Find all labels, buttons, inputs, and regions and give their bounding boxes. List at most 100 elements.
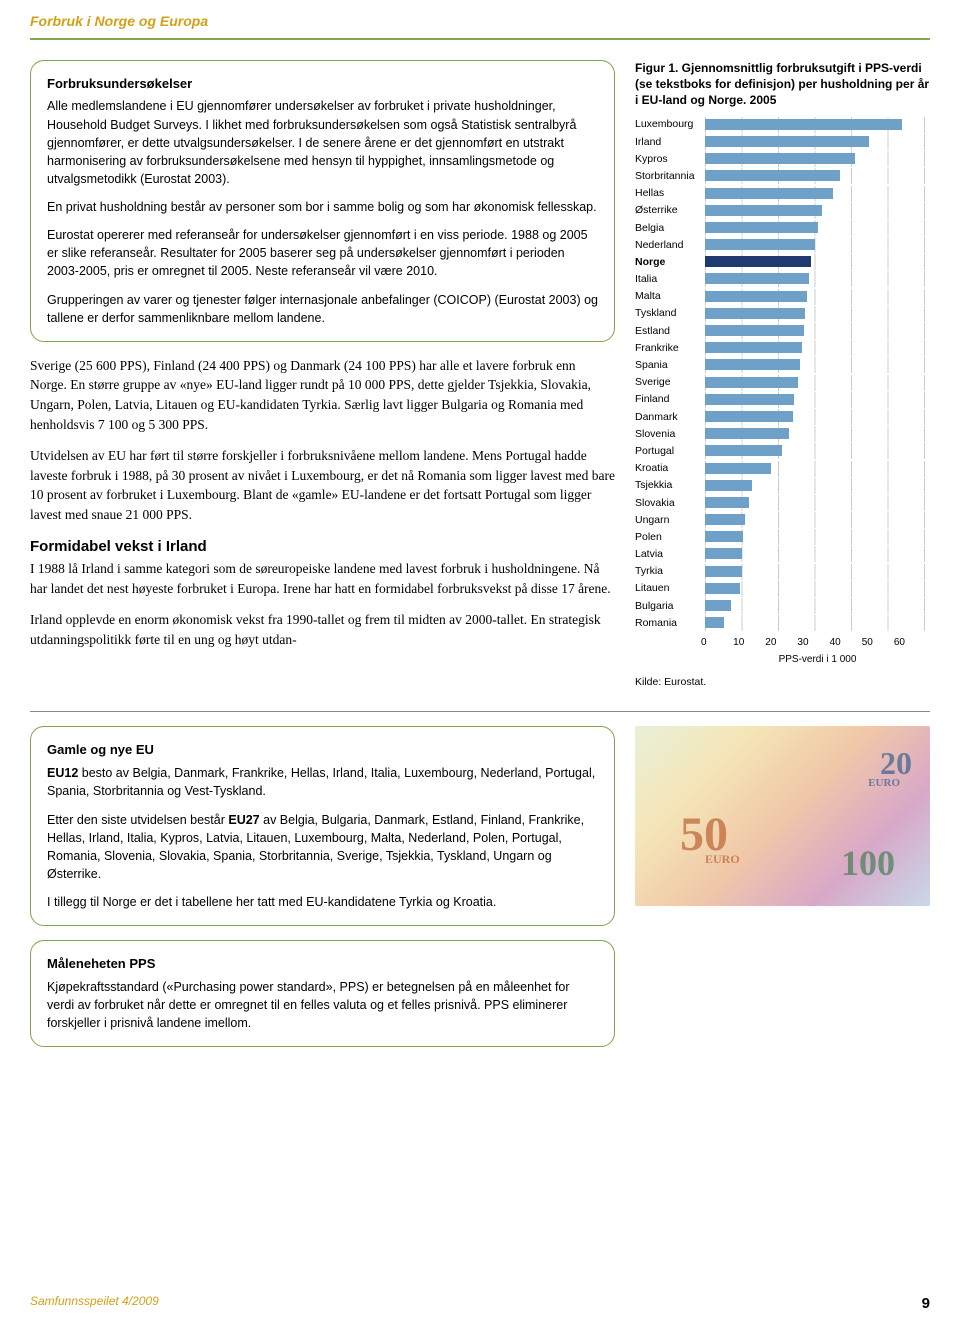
bar-label: Italia [635, 272, 705, 287]
bar-fill [705, 291, 807, 302]
bar-row: Slovenia [635, 426, 930, 443]
bar-row: Estland [635, 322, 930, 339]
x-tick: 20 [765, 636, 797, 650]
bar-label: Bulgaria [635, 599, 705, 614]
bar-label: Slovakia [635, 496, 705, 511]
bar-track [705, 271, 930, 287]
bar-track [705, 254, 930, 270]
bar-track [705, 478, 930, 494]
body-p2: Utvidelsen av EU har ført til større for… [30, 446, 615, 524]
bar-label: Østerrike [635, 203, 705, 218]
bar-fill [705, 342, 802, 353]
bar-fill [705, 411, 793, 422]
info-box-forbruksundersokelser: Forbruksundersøkelser Alle medlemslanden… [30, 60, 615, 342]
bar-label: Spania [635, 358, 705, 373]
bar-row: Ungarn [635, 511, 930, 528]
bar-label: Latvia [635, 547, 705, 562]
bar-row: Hellas [635, 185, 930, 202]
x-tick: 60 [894, 636, 926, 650]
body-p3: I 1988 lå Irland i samme kategori som de… [30, 559, 615, 598]
bar-fill [705, 394, 794, 405]
bar-row: Polen [635, 529, 930, 546]
bar-label: Finland [635, 392, 705, 407]
bar-label: Ungarn [635, 513, 705, 528]
bar-track [705, 340, 930, 356]
bar-fill [705, 566, 742, 577]
x-tick: 10 [733, 636, 765, 650]
info-box3-title: Måleneheten PPS [47, 955, 598, 974]
bar-track [705, 289, 930, 305]
x-tick: 50 [862, 636, 894, 650]
bar-fill [705, 497, 749, 508]
bar-fill [705, 600, 731, 611]
bar-fill [705, 548, 742, 559]
bar-row: Tyrkia [635, 563, 930, 580]
bar-track [705, 168, 930, 184]
bar-label: Tsjekkia [635, 478, 705, 493]
bar-fill [705, 377, 798, 388]
bar-fill [705, 463, 771, 474]
bar-track [705, 546, 930, 562]
bar-row: Spania [635, 357, 930, 374]
bar-fill [705, 170, 840, 181]
bar-row: Frankrike [635, 340, 930, 357]
bar-fill [705, 514, 745, 525]
info-box2-title: Gamle og nye EU [47, 741, 598, 760]
figure-source: Kilde: Eurostat. [635, 675, 930, 690]
info-box1-p2: En privat husholdning består av personer… [47, 198, 598, 216]
bar-row: Malta [635, 288, 930, 305]
bar-label: Estland [635, 324, 705, 339]
x-tick: 30 [797, 636, 829, 650]
bar-fill [705, 617, 724, 628]
bar-fill [705, 136, 869, 147]
bar-fill [705, 205, 822, 216]
bar-track [705, 598, 930, 614]
bar-label: Norge [635, 255, 705, 270]
footer-page-number: 9 [922, 1293, 930, 1314]
bar-track [705, 306, 930, 322]
bar-label: Kypros [635, 152, 705, 167]
bar-track [705, 134, 930, 150]
bar-fill [705, 583, 740, 594]
bar-fill [705, 359, 800, 370]
bar-track [705, 203, 930, 219]
x-tick: 0 [701, 636, 733, 650]
bar-label: Hellas [635, 186, 705, 201]
page-footer: Samfunnsspeilet 4/2009 9 [30, 1293, 930, 1314]
bar-label: Tyrkia [635, 564, 705, 579]
bar-row: Romania [635, 615, 930, 632]
bar-row: Portugal [635, 443, 930, 460]
bar-label: Kroatia [635, 461, 705, 476]
bar-track [705, 220, 930, 236]
info-box3-p1: Kjøpekraftsstandard («Purchasing power s… [47, 978, 598, 1032]
bar-row: Norge [635, 254, 930, 271]
info-box-gamle-nye-eu: Gamle og nye EU EU12 besto av Belgia, Da… [30, 726, 615, 926]
bar-track [705, 529, 930, 545]
bar-fill [705, 531, 743, 542]
bar-chart: LuxembourgIrlandKyprosStorbritanniaHella… [635, 116, 930, 632]
bar-row: Slovakia [635, 494, 930, 511]
bar-track [705, 426, 930, 442]
footer-magazine: Samfunnsspeilet 4/2009 [30, 1293, 159, 1314]
info-box2-p2: Etter den siste utvidelsen består EU27 a… [47, 811, 598, 884]
bar-track [705, 357, 930, 373]
bar-row: Italia [635, 271, 930, 288]
bar-label: Polen [635, 530, 705, 545]
bar-row: Kroatia [635, 460, 930, 477]
bar-label: Sverige [635, 375, 705, 390]
info-box-pps: Måleneheten PPS Kjøpekraftsstandard («Pu… [30, 940, 615, 1047]
section-rule [30, 711, 930, 712]
page-header: Forbruk i Norge og Europa [0, 0, 960, 38]
info-box2-p1: EU12 besto av Belgia, Danmark, Frankrike… [47, 764, 598, 800]
bar-row: Litauen [635, 580, 930, 597]
x-axis: 0102030405060 [705, 636, 930, 650]
header-rule [30, 38, 930, 40]
bar-label: Danmark [635, 410, 705, 425]
bar-track [705, 237, 930, 253]
bar-row: Tyskland [635, 305, 930, 322]
bar-row: Sverige [635, 374, 930, 391]
bar-row: Kypros [635, 151, 930, 168]
bar-fill [705, 445, 782, 456]
bar-track [705, 461, 930, 477]
bar-row: Latvia [635, 546, 930, 563]
